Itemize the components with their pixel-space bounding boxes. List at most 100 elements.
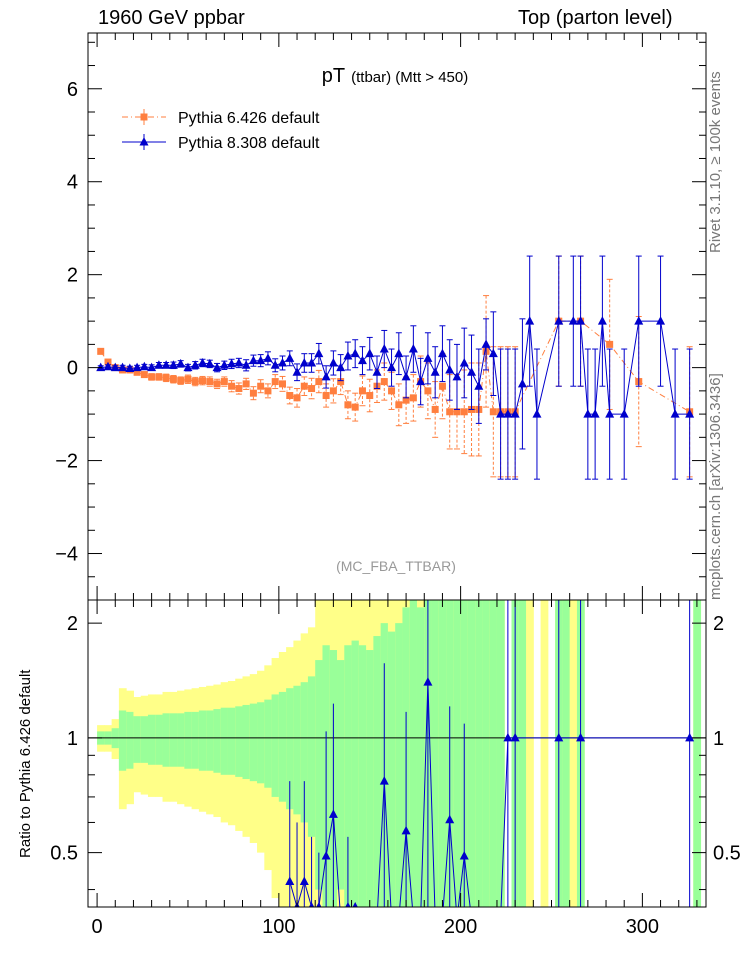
band-inner-bin bbox=[489, 600, 498, 907]
plot-title-sub: (ttbar) (Mtt > 450) bbox=[351, 69, 468, 86]
ratio-x-tick-label: 0 bbox=[92, 916, 103, 938]
p6-marker bbox=[155, 373, 163, 381]
ratio-frame bbox=[87, 599, 707, 908]
p6-marker bbox=[140, 371, 148, 379]
p8-marker bbox=[139, 361, 149, 371]
p6-marker bbox=[308, 385, 316, 393]
p8-marker bbox=[394, 348, 404, 358]
band-inner-bin bbox=[315, 660, 323, 890]
p6-marker bbox=[286, 392, 294, 400]
p8-marker bbox=[365, 348, 375, 358]
plot-title-main: pT bbox=[322, 65, 345, 87]
analysis-watermark: (MC_FBA_TTBAR) bbox=[336, 558, 456, 574]
ratio-y-tick-label: 1 bbox=[67, 728, 78, 750]
ratio-marker bbox=[445, 814, 455, 824]
p8-marker bbox=[241, 360, 251, 369]
p8-marker bbox=[299, 357, 309, 367]
ratio-series-pythia8 bbox=[285, 600, 695, 907]
ratio-marker bbox=[554, 732, 564, 742]
p8-marker bbox=[576, 316, 586, 325]
p8-marker bbox=[656, 316, 666, 325]
p8-marker bbox=[96, 362, 106, 372]
band-inner-bin bbox=[278, 691, 287, 802]
p6-marker bbox=[191, 378, 199, 386]
p8-marker bbox=[219, 360, 229, 369]
band-inner-bin bbox=[395, 623, 403, 907]
p8-marker bbox=[103, 361, 113, 371]
band-inner-bin bbox=[118, 710, 127, 771]
band-inner-bin bbox=[257, 702, 265, 784]
p8-marker bbox=[445, 364, 455, 374]
p8-marker bbox=[118, 362, 128, 372]
band-inner-bin bbox=[206, 710, 214, 771]
ratio-marker bbox=[321, 850, 331, 860]
p6-marker bbox=[162, 374, 170, 382]
band-inner-bin bbox=[337, 660, 345, 890]
p6-marker bbox=[453, 408, 461, 416]
main-y-tick-label: 2 bbox=[67, 265, 78, 287]
p8-marker bbox=[176, 358, 186, 368]
ratio-marker bbox=[423, 677, 433, 686]
band-inner-bin bbox=[416, 607, 425, 907]
ratio-marker bbox=[459, 850, 469, 860]
ratio-marker bbox=[503, 732, 513, 742]
p6-marker bbox=[489, 408, 497, 416]
legend-p6-label: Pythia 6.426 default bbox=[178, 110, 320, 127]
p8-marker bbox=[401, 371, 411, 381]
p8-marker bbox=[147, 362, 157, 372]
band-inner-bin bbox=[220, 707, 229, 775]
p6-marker bbox=[220, 378, 228, 386]
p8-marker bbox=[590, 409, 600, 418]
p8-marker bbox=[568, 316, 578, 325]
p6-marker bbox=[446, 408, 454, 416]
p8-marker bbox=[634, 316, 644, 325]
band-outer-bin bbox=[540, 600, 549, 907]
band-inner-bin bbox=[147, 714, 156, 765]
ratio-x-tick-label: 100 bbox=[262, 916, 295, 938]
ratio-marker bbox=[299, 876, 309, 885]
p8-marker bbox=[321, 371, 331, 381]
p8-marker bbox=[314, 348, 324, 358]
ratio-marker bbox=[308, 902, 315, 907]
main-y-tick-label: −2 bbox=[55, 451, 78, 473]
p6-marker bbox=[322, 392, 330, 400]
p6-marker bbox=[460, 408, 468, 416]
p6-marker bbox=[358, 387, 366, 395]
p8-marker bbox=[379, 344, 389, 353]
ratio-y-tick-label: 0.5 bbox=[50, 843, 78, 865]
p6-marker bbox=[351, 403, 359, 411]
band-inner-bin bbox=[438, 600, 447, 907]
p8-marker bbox=[357, 355, 367, 365]
p6-marker bbox=[213, 380, 221, 388]
band-inner-bin bbox=[184, 711, 193, 769]
band-inner-bin bbox=[496, 600, 505, 907]
p8-marker bbox=[350, 348, 360, 358]
ratio-y-tick-label: 2 bbox=[67, 613, 78, 635]
p6-marker bbox=[409, 394, 417, 402]
band-inner-bin bbox=[693, 600, 702, 907]
p6-marker bbox=[344, 401, 352, 409]
p8-marker bbox=[277, 357, 287, 367]
p6-marker bbox=[293, 394, 301, 402]
p6-marker bbox=[337, 378, 345, 386]
header-right: Top (parton level) bbox=[518, 7, 673, 29]
p8-marker bbox=[481, 339, 491, 348]
band-inner-bin bbox=[126, 711, 134, 769]
band-inner-bin bbox=[271, 694, 280, 797]
p6-marker bbox=[249, 389, 257, 397]
p8-marker bbox=[154, 360, 164, 369]
p8-marker bbox=[256, 355, 266, 365]
ratio-marker bbox=[316, 902, 322, 907]
band-inner-bin bbox=[227, 707, 236, 775]
ratio-bands bbox=[97, 600, 702, 907]
p8-marker bbox=[234, 357, 244, 367]
p8-marker bbox=[387, 362, 397, 372]
band-inner-bin bbox=[191, 711, 200, 769]
p6-marker bbox=[431, 405, 439, 413]
band-inner-bin bbox=[133, 716, 142, 763]
p8-marker bbox=[125, 363, 135, 373]
band-inner-bin bbox=[373, 636, 382, 907]
band-inner-bin bbox=[155, 714, 164, 765]
p6-marker bbox=[380, 378, 388, 386]
p6-marker bbox=[424, 387, 432, 395]
